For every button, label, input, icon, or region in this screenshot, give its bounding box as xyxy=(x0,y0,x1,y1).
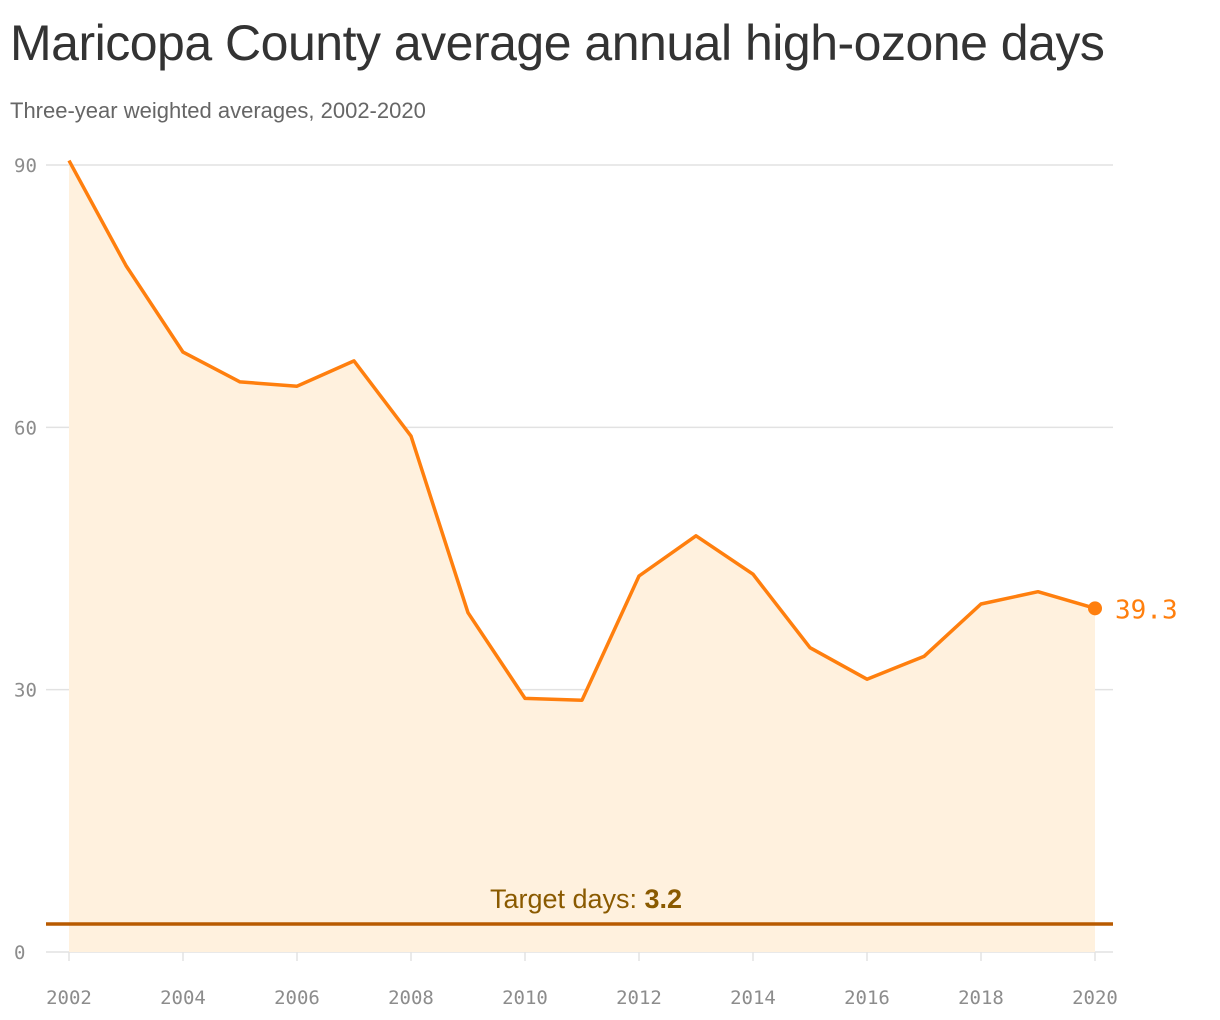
end-value-label: 39.3 xyxy=(1115,595,1178,625)
target-label-prefix: Target days: xyxy=(490,884,645,914)
x-axis-ticks: 2002 2004 2006 2008 2010 2012 2014 2016 2018 2020 xyxy=(46,952,1118,1009)
y-tick-label: 30 xyxy=(14,680,37,702)
target-label-value: 3.2 xyxy=(645,884,683,914)
x-tick-label: 2002 xyxy=(46,987,92,1009)
x-tick-label: 2006 xyxy=(274,987,320,1009)
x-tick-label: 2016 xyxy=(844,987,890,1009)
y-tick-label: 60 xyxy=(14,417,37,439)
target-label: Target days: 3.2 xyxy=(490,884,682,914)
chart-subtitle: Three-year weighted averages, 2002-2020 xyxy=(10,98,426,123)
y-tick-label: 0 xyxy=(14,942,25,964)
x-tick-label: 2012 xyxy=(616,987,662,1009)
y-axis-ticks: 0 30 60 90 xyxy=(14,155,37,964)
x-tick-label: 2004 xyxy=(160,987,206,1009)
y-tick-label: 90 xyxy=(14,155,37,177)
x-tick-label: 2014 xyxy=(730,987,776,1009)
x-tick-label: 2020 xyxy=(1072,987,1118,1009)
x-tick-label: 2018 xyxy=(958,987,1004,1009)
area-fill xyxy=(69,160,1095,953)
end-point-marker xyxy=(1088,601,1102,616)
series-line xyxy=(67,159,1096,702)
x-tick-label: 2008 xyxy=(388,987,434,1009)
x-tick-label: 2010 xyxy=(502,987,548,1009)
chart-title: Maricopa County average annual high-ozon… xyxy=(10,15,1105,71)
